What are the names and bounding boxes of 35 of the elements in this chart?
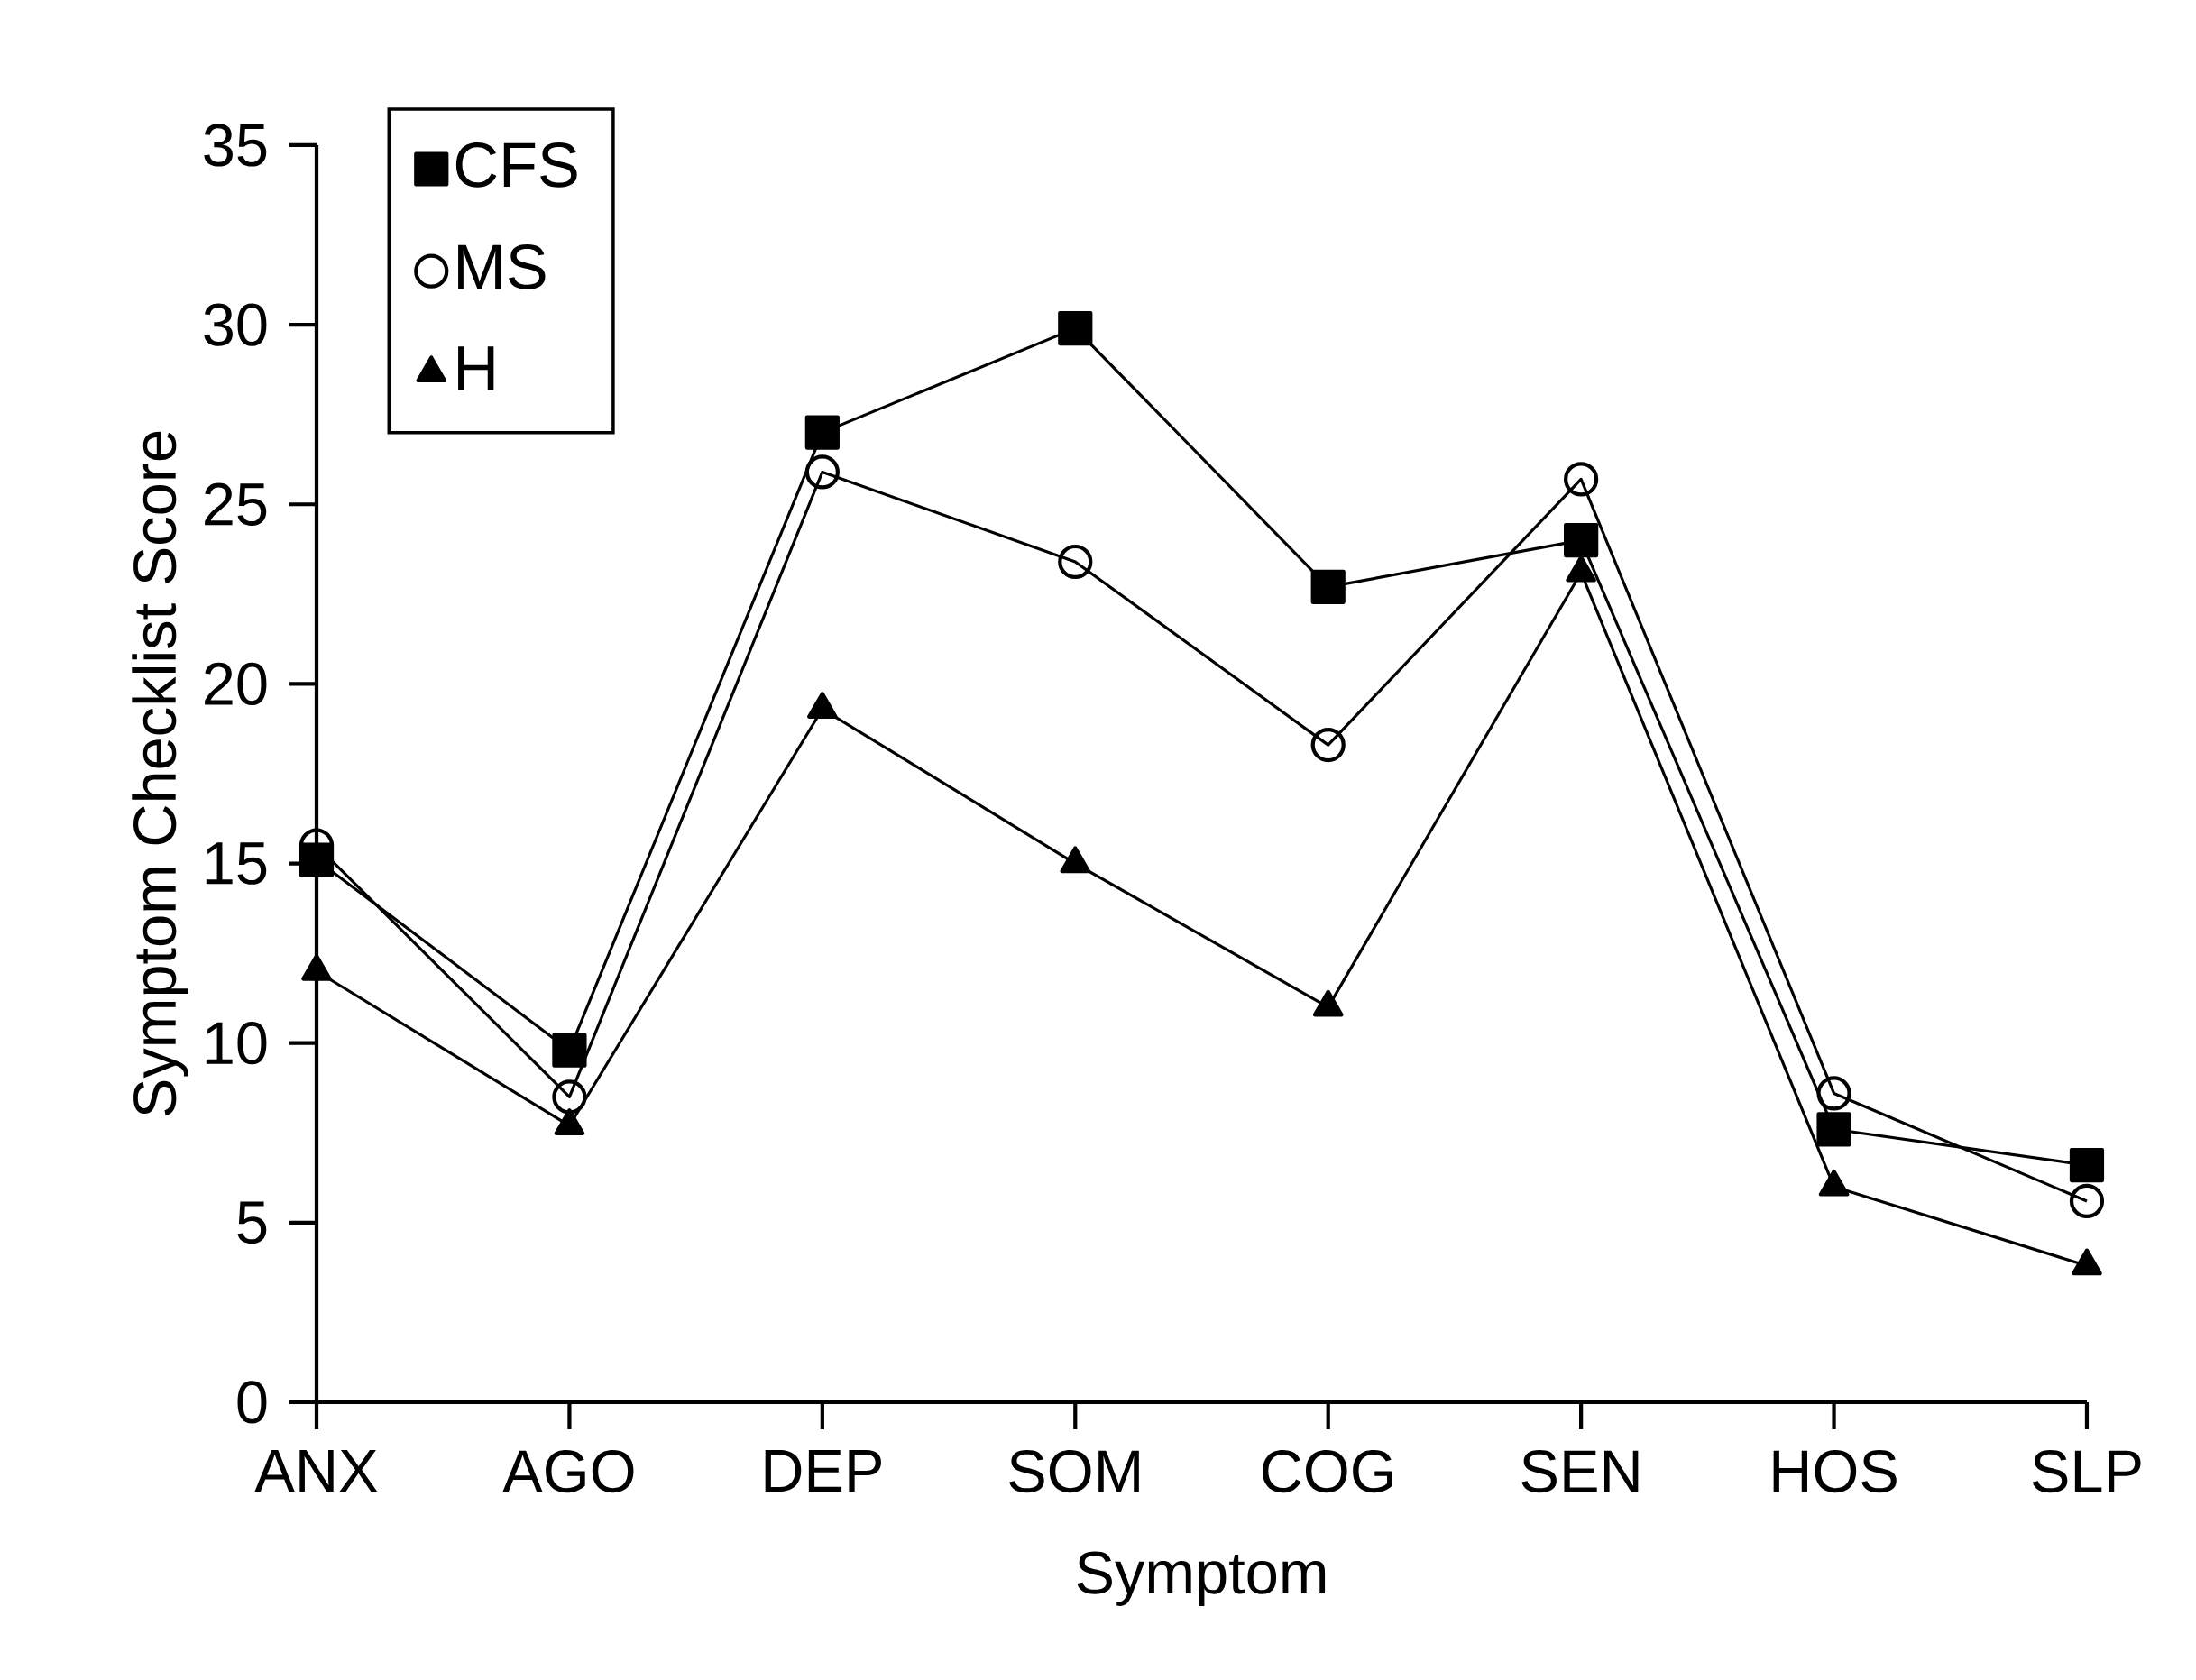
y-tick-label: 15 xyxy=(206,842,267,885)
x-tick-label: AGO xyxy=(502,1449,634,1493)
point xyxy=(552,1079,587,1115)
y-tick-label: 5 xyxy=(237,1201,267,1244)
y-tick-label: 30 xyxy=(204,303,267,346)
y-tick-label: 20 xyxy=(205,662,267,706)
point xyxy=(804,454,840,490)
x-tick-label: ANX xyxy=(254,1449,378,1492)
point xyxy=(1058,311,1093,346)
y-tick-label: 10 xyxy=(206,1022,267,1065)
legend-label: CFS xyxy=(455,142,577,188)
point xyxy=(2069,1183,2105,1219)
x-axis-title: Symptom xyxy=(1077,1551,1326,1606)
point xyxy=(1058,544,1093,580)
legend-label: H xyxy=(458,346,494,390)
point xyxy=(1310,569,1346,604)
point xyxy=(1816,1112,1851,1147)
point xyxy=(804,415,840,450)
x-tick-label: SOM xyxy=(1009,1449,1139,1493)
x-tick-label: HOS xyxy=(1773,1449,1897,1493)
y-tick-label: 0 xyxy=(237,1381,267,1424)
x-tick-label: SLP xyxy=(2032,1449,2141,1493)
point xyxy=(2069,1148,2105,1183)
point xyxy=(1310,728,1346,763)
point xyxy=(1564,462,1599,497)
x-tick-label: SEN xyxy=(1521,1449,1639,1493)
x-tick-label: COG xyxy=(1263,1449,1392,1493)
y-tick-label: 35 xyxy=(204,124,267,167)
x-tick-label: DEP xyxy=(765,1449,881,1492)
point xyxy=(1564,523,1599,558)
y-axis-title: Symptom Checklist Score xyxy=(132,431,188,1116)
y-tick-label: 25 xyxy=(205,482,267,526)
legend-label: MS xyxy=(458,244,546,289)
point xyxy=(552,1033,587,1068)
point xyxy=(1816,1076,1851,1111)
